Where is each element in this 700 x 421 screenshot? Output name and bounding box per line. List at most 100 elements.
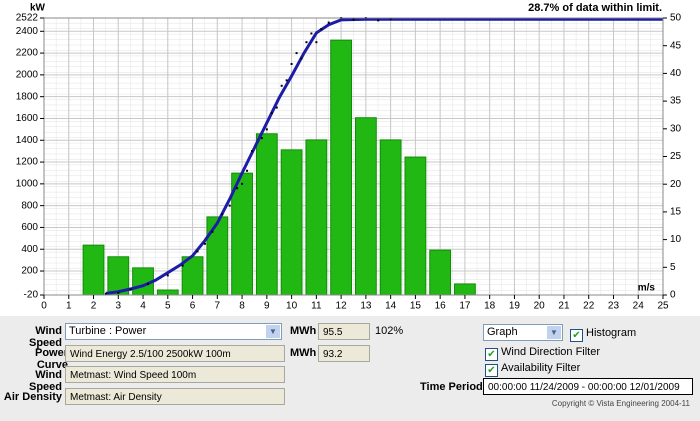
x-tick-label: 23 [608,301,620,312]
dropdown-arrow[interactable]: ▼ [266,325,280,338]
y-tick-label: 2000 [16,70,39,81]
dropdown-value: Turbine : Power [69,325,147,337]
data-point [315,41,318,44]
y-tick-label: 400 [21,244,38,255]
time-period-field[interactable]: 00:00:00 11/24/2009 - 00:00:00 12/01/200… [483,378,693,395]
x-tick-label: 2 [91,301,97,312]
value-field: 95.5 [318,323,370,340]
y-tick-label: 800 [21,200,38,211]
checkbox-label: Availability Filter [501,362,581,374]
data-point [146,283,149,286]
y-tick-label: 200 [21,266,38,277]
data-point [310,32,313,35]
y-tick-label: 1400 [16,135,39,146]
label: Air Density [3,391,62,403]
x-tick-label: 3 [115,301,121,312]
x-tick-label: 22 [583,301,595,312]
x-tick-label: 13 [360,301,372,312]
field: Wind Energy 2.5/100 2500kW 100m [65,345,285,362]
x-tick-label: 7 [215,301,221,312]
histogram-bar [305,139,328,296]
histogram-bar [429,249,452,296]
y2-tick-label: 5 [670,262,676,273]
x-tick-label: 18 [484,301,496,312]
y2-tick-label: 0 [670,290,676,301]
dropdown-arrow[interactable]: ▼ [547,326,561,339]
data-point [275,106,278,109]
histogram-bar [280,149,303,296]
y2-tick-label: 40 [670,68,682,79]
label: Time Period [420,381,483,393]
data-point [285,79,288,82]
checkbox-label: Wind Direction Filter [501,346,601,358]
checkbox-label: Histogram [586,327,637,339]
label: Power Curve [34,347,68,371]
data-point [300,57,303,60]
data-point [221,213,224,216]
x-tick-label: 5 [165,301,171,312]
data-point [203,242,206,245]
data-point [290,62,293,65]
data-point [241,182,244,185]
label: Wind Speed [28,369,62,393]
y2-tick-label: 50 [670,13,682,24]
data-point [389,17,392,20]
checkbox[interactable]: ✔ Histogram [570,327,636,342]
data-point [129,288,132,291]
dropdown[interactable]: Graph ▼ [483,324,563,341]
ratio: 102% [375,325,404,337]
data-point [320,28,323,31]
data-point [270,112,273,115]
histogram-bar [404,156,427,296]
data-point [265,128,268,131]
histogram-bar [156,289,179,296]
x-tick-label: 11 [311,301,322,312]
label: Wind Speed [28,325,62,349]
copyright: Copyright © Vista Engineering 2004-11 [551,399,690,408]
x-tick-label: 15 [410,301,422,312]
y2-tick-label: 25 [670,151,682,162]
x-tick-label: 10 [286,301,298,312]
x-tick-label: 21 [558,301,570,312]
y-tick-label: 2522 [16,13,39,24]
histogram-bar [330,39,353,296]
x-tick-label: 19 [509,301,521,312]
data-point [352,18,355,21]
value-field: 93.2 [318,345,370,362]
histogram-bar [379,139,402,296]
y-tick-label: 600 [21,222,38,233]
histogram-bar [82,244,105,296]
data-point [166,274,169,277]
y2-tick-label: 30 [670,123,682,134]
x-tick-label: 9 [264,301,270,312]
y-tick-label: 1800 [16,91,39,102]
power-curve [105,17,663,295]
y-tick-label: 1600 [16,113,39,124]
chart: kW m/s 28.7% of data within limit. -2020… [0,0,700,316]
data-point [260,137,263,140]
x-tick-label: 6 [190,301,196,312]
y-tick-label: 2400 [16,26,39,37]
data-point [327,21,330,24]
data-point [117,291,120,294]
field: Metmast: Air Density [65,388,285,405]
data-point [250,150,253,153]
x-tick-label: 16 [435,301,447,312]
x-tick-label: 0 [41,301,47,312]
data-point [280,84,283,87]
checkbox[interactable]: ✔ Wind Direction Filter [485,346,600,361]
x-tick-label: 25 [657,301,669,312]
histogram-bar [454,283,476,296]
x-tick-label: 17 [459,301,471,312]
y2-tick-label: 20 [670,179,682,190]
x-tick-label: 14 [385,301,397,312]
label: MWh [290,347,317,359]
data-point [295,52,298,55]
data-point [104,292,107,295]
checkbox[interactable]: ✔ Availability Filter [485,362,580,377]
dropdown[interactable]: Turbine : Power ▼ [65,323,282,340]
y2-tick-label: 35 [670,96,682,107]
y2-tick-label: 45 [670,40,682,51]
y2-tick-label: 10 [670,234,682,245]
